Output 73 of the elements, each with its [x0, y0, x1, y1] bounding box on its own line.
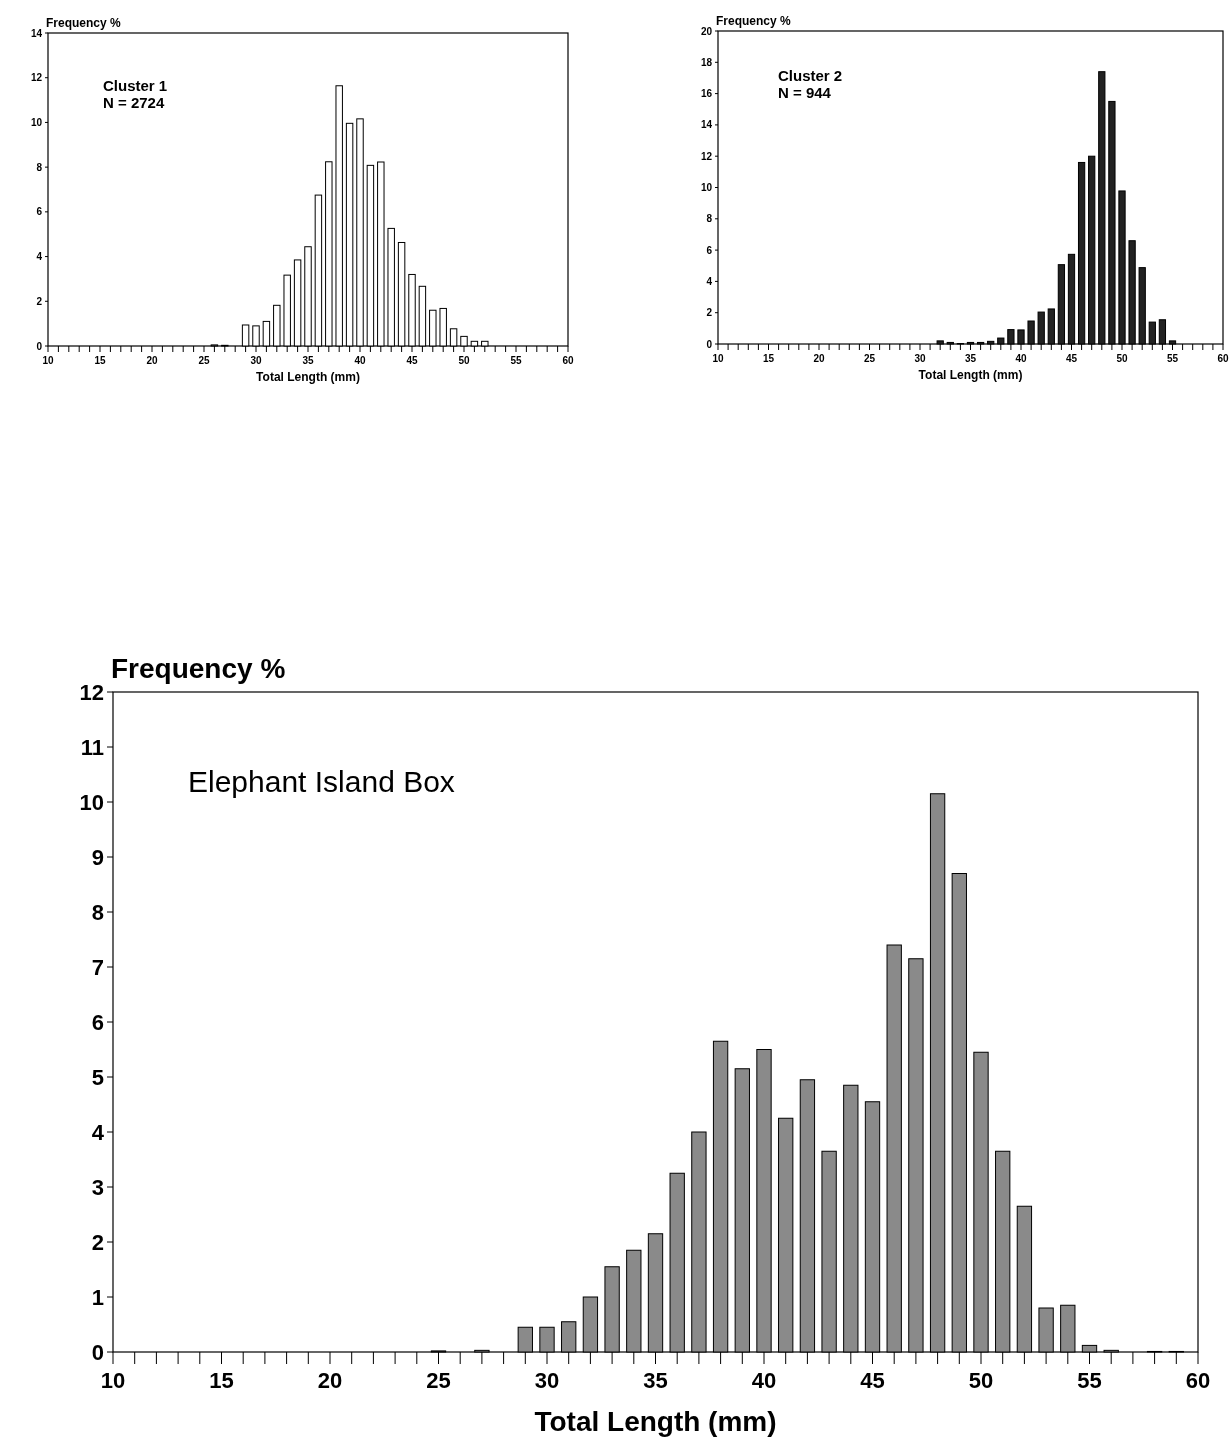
y-tick-label: 8 — [36, 161, 43, 173]
y-tick-label: 6 — [706, 244, 713, 256]
x-tick-label: 45 — [1065, 353, 1078, 364]
y-tick-label: 2 — [706, 307, 713, 319]
annotation: Cluster 2 — [778, 67, 843, 84]
y-tick-label: 14 — [30, 27, 43, 39]
x-tick-label: 15 — [762, 353, 775, 364]
y-tick-label: 4 — [706, 275, 713, 287]
annotation: N = 944 — [778, 83, 832, 101]
y-tick-label: 0 — [91, 1339, 104, 1365]
y-tick-label: 7 — [91, 954, 104, 980]
x-tick-label: 60 — [1217, 353, 1229, 364]
x-tick-label: 50 — [1116, 353, 1128, 364]
y-tick-label: 10 — [700, 182, 713, 193]
annotation: Cluster 1 — [103, 77, 168, 94]
x-tick-label: 35 — [964, 353, 977, 364]
x-tick-label: 20 — [146, 355, 158, 366]
y-tick-label: 12 — [700, 150, 713, 162]
x-tick-label: 45 — [406, 355, 418, 366]
x-tick-label: 40 — [751, 1368, 777, 1393]
y-tick-label: 6 — [36, 206, 43, 218]
y-tick-label: 10 — [30, 116, 43, 128]
x-axis-title: Total Length (mm) — [256, 370, 360, 385]
y-tick-label: 4 — [91, 1119, 105, 1145]
x-axis-title: Total Length (mm) — [918, 368, 1023, 383]
x-tick-label: 25 — [426, 1368, 451, 1393]
y-tick-label: 3 — [91, 1174, 104, 1200]
y-tick-label: 12 — [79, 679, 104, 705]
y-tick-label: 18 — [700, 56, 713, 68]
x-tick-label: 55 — [1166, 353, 1179, 364]
y-tick-label: 2 — [36, 295, 43, 307]
y-tick-label: 8 — [706, 213, 713, 225]
y-tick-label: 6 — [91, 1009, 104, 1035]
x-tick-label: 50 — [968, 1368, 994, 1393]
y-axis-title: Frequency % — [111, 653, 286, 684]
y-axis-title: Frequency % — [46, 16, 122, 30]
y-tick-label: 9 — [91, 844, 104, 870]
y-tick-label: 0 — [706, 338, 713, 350]
x-tick-label: 25 — [198, 355, 210, 366]
x-tick-label: 25 — [863, 353, 876, 364]
annotation: Elephant Island Box — [188, 765, 455, 798]
x-tick-label: 45 — [860, 1368, 885, 1393]
y-tick-label: 1 — [91, 1284, 104, 1310]
x-tick-label: 35 — [302, 355, 314, 366]
x-tick-label: 40 — [354, 355, 366, 366]
annotation: N = 2724 — [103, 93, 165, 111]
x-tick-label: 60 — [562, 355, 574, 366]
x-tick-label: 50 — [458, 355, 470, 366]
x-tick-label: 20 — [317, 1368, 343, 1393]
x-tick-label: 60 — [1185, 1368, 1211, 1393]
y-tick-label: 11 — [80, 734, 104, 760]
y-tick-label: 14 — [700, 119, 713, 131]
y-tick-label: 0 — [36, 340, 43, 352]
y-axis-title: Frequency % — [716, 14, 792, 28]
x-tick-label: 40 — [1015, 353, 1027, 364]
x-tick-label: 30 — [250, 355, 262, 366]
x-tick-label: 30 — [914, 353, 926, 364]
y-tick-label: 10 — [79, 789, 104, 815]
x-tick-label: 15 — [94, 355, 106, 366]
y-tick-label: 20 — [700, 25, 713, 37]
x-tick-label: 35 — [643, 1368, 668, 1393]
x-tick-label: 30 — [534, 1368, 560, 1393]
y-tick-label: 12 — [30, 72, 43, 84]
x-tick-label: 15 — [209, 1368, 234, 1393]
y-tick-label: 5 — [91, 1064, 104, 1090]
x-tick-label: 20 — [813, 353, 825, 364]
x-tick-label: 55 — [1077, 1368, 1102, 1393]
x-axis-title: Total Length (mm) — [534, 1405, 777, 1437]
y-tick-label: 2 — [91, 1229, 104, 1255]
y-tick-label: 8 — [91, 899, 104, 925]
y-tick-label: 16 — [700, 88, 713, 100]
y-tick-label: 4 — [36, 251, 43, 263]
x-tick-label: 55 — [510, 355, 522, 366]
